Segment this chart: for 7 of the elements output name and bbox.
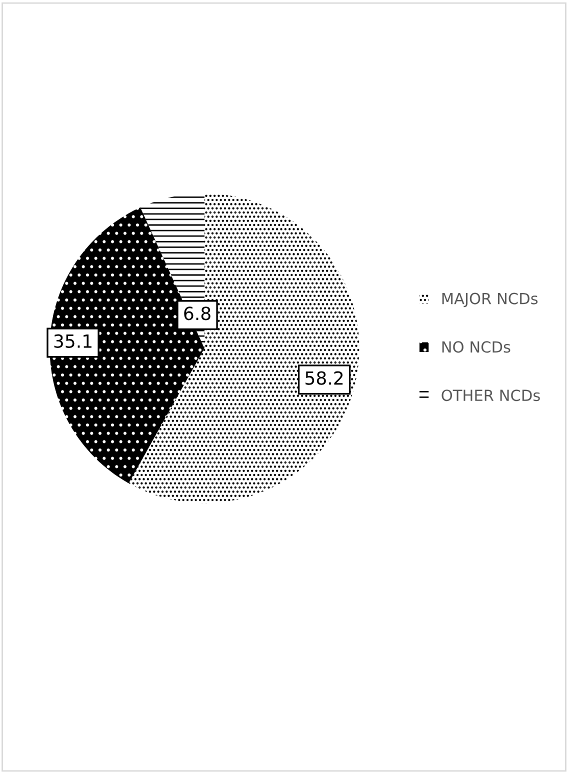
data-label: 58.2 xyxy=(306,371,343,385)
legend-label: NO NCDs xyxy=(442,341,510,353)
legend-label: OTHER NCDs xyxy=(442,390,540,402)
legend-label: MAJOR NCDs xyxy=(442,292,538,308)
pie-slice xyxy=(128,194,360,504)
data-label: 35.1 xyxy=(54,334,92,348)
data-label: 6.8 xyxy=(184,306,210,320)
